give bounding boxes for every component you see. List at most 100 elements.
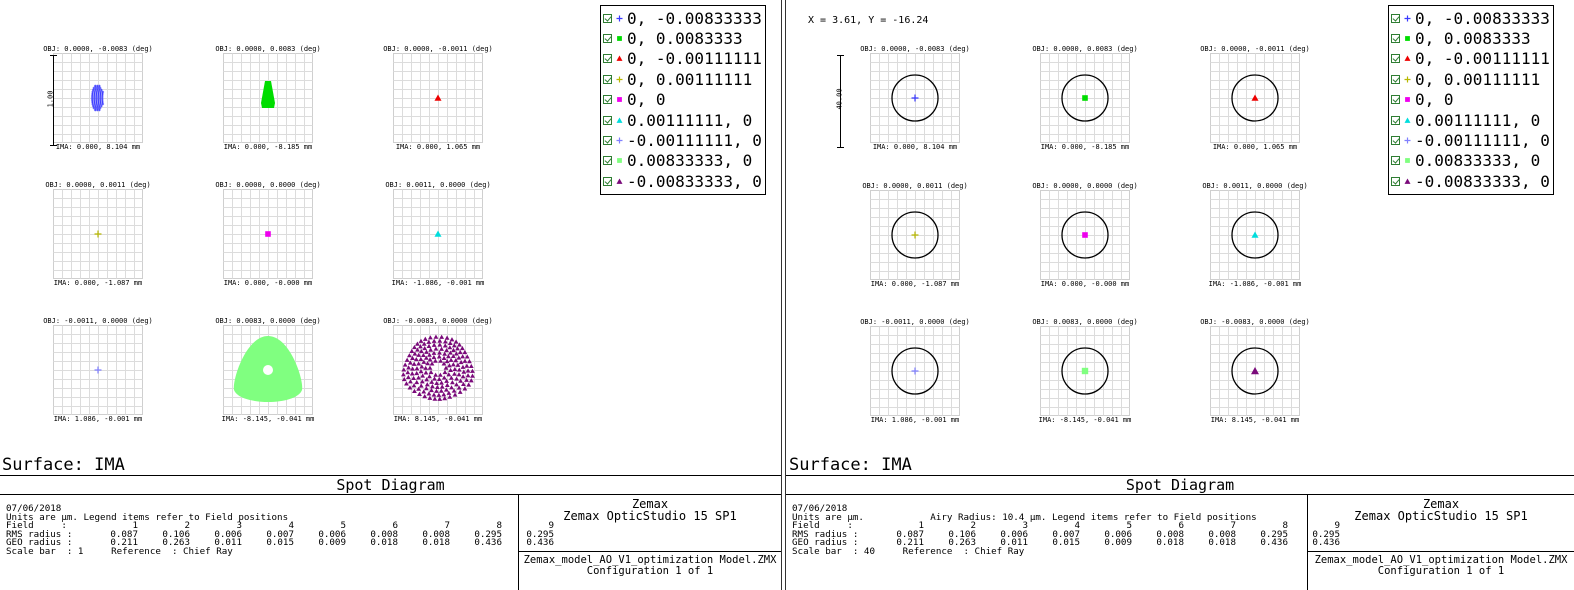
spot-cell: OBJ: -0.0083, 0.0000 (deg) IMA: 8.145, -0…: [1170, 318, 1340, 448]
legend-symbol-icon: [1403, 54, 1412, 63]
legend-checkbox-icon[interactable]: [1391, 74, 1400, 84]
ima-label: IMA: 1.086, -0.001 mm: [870, 416, 960, 424]
spot-plot: [1040, 190, 1130, 280]
legend-item[interactable]: 0, 0.0083333: [603, 28, 762, 48]
spot-plot: [1040, 326, 1130, 416]
ima-label: IMA: 0.000, -8.185 mm: [1040, 143, 1130, 151]
legend-checkbox-icon[interactable]: [603, 13, 612, 23]
legend-item[interactable]: 0.00833333, 0: [603, 151, 762, 171]
legend-symbol-icon: [615, 177, 624, 186]
legend-checkbox-icon[interactable]: [1391, 13, 1400, 23]
legend-item[interactable]: 0, -0.00833333: [603, 8, 762, 28]
square-icon: [617, 36, 622, 41]
spot-plot: [53, 53, 143, 143]
legend-checkbox-icon[interactable]: [603, 156, 612, 166]
ima-label: IMA: -8.145, -0.041 mm: [1038, 416, 1132, 424]
rms-radius-row-value: 0.295: [1260, 528, 1288, 540]
legend-checkbox-icon[interactable]: [1391, 115, 1400, 125]
spot-diagram-window-right: X = 3.61, Y = -16.24 OBJ: 0.0000, -0.0083…: [786, 0, 1574, 590]
spot-rays: [261, 81, 275, 108]
legend-item[interactable]: 0, 0.00111111: [603, 69, 762, 89]
legend-label: 0, -0.00833333: [1415, 8, 1550, 28]
legend-checkbox-icon[interactable]: [1391, 95, 1400, 105]
spot-marker: [434, 230, 442, 237]
legend-checkbox-icon[interactable]: [1391, 54, 1400, 64]
legend-checkbox-icon[interactable]: [603, 95, 612, 105]
rms-radius-row: RMS radius : 0.087 0.106 0.006 0.007 0.006 0.0…: [6, 528, 554, 540]
spot-marker: [94, 366, 102, 374]
legend-label: -0.00111111, 0: [1415, 131, 1550, 151]
spot-plot: [223, 53, 313, 143]
geo-radius-row-value: 0.436: [526, 537, 554, 549]
ima-label: IMA: 0.000, 1.065 mm: [395, 143, 481, 151]
airy-disk-circle: [1231, 74, 1279, 122]
product-name: Zemax OpticStudio 15 SP1: [1354, 509, 1528, 523]
legend-checkbox-icon[interactable]: [1391, 156, 1400, 166]
brand-box: Zemax Zemax OpticStudio 15 SP1 Zemax_model…: [1307, 495, 1574, 590]
field-row-value: 4: [288, 520, 294, 532]
legend-item[interactable]: 0, 0: [1391, 90, 1550, 110]
obj-label: OBJ: 0.0000, -0.0083 (deg): [860, 45, 970, 53]
spot-rays: [90, 84, 105, 112]
rms-radius-row-value: 0.006: [1000, 528, 1028, 540]
legend-checkbox-icon[interactable]: [603, 74, 612, 84]
legend-item[interactable]: 0, -0.00111111: [1391, 49, 1550, 69]
legend-label: 0, -0.00111111: [1415, 49, 1550, 69]
legend-checkbox-icon[interactable]: [603, 115, 612, 125]
spot-cell: OBJ: 0.0083, 0.0000 (deg) IMA: -8.145, -0…: [1000, 318, 1170, 448]
legend-item[interactable]: 0, 0.00111111: [1391, 69, 1550, 89]
legend-checkbox-icon[interactable]: [1391, 176, 1400, 186]
spot-plot: [1040, 53, 1130, 143]
legend-label: 0.00833333, 0: [627, 151, 753, 171]
geo-radius-row-value: 0.018: [1208, 537, 1236, 549]
geo-radius-row-value: 0.011: [214, 537, 242, 549]
legend-item[interactable]: 0.00111111, 0: [603, 110, 762, 130]
spot-plot: [870, 190, 960, 280]
field-row-value: 6: [1178, 520, 1184, 532]
obj-label: OBJ: 0.0083, 0.0000 (deg): [1032, 318, 1138, 326]
legend-item[interactable]: 0, -0.00111111: [603, 49, 762, 69]
legend-label: 0.00111111, 0: [627, 110, 753, 130]
legend-checkbox-icon[interactable]: [1391, 34, 1400, 44]
obj-label: OBJ: -0.0083, 0.0000 (deg): [1200, 318, 1310, 326]
legend-checkbox-icon[interactable]: [603, 54, 612, 64]
legend-symbol-icon: [1403, 95, 1412, 104]
scale-bar-label: 1.00: [46, 90, 55, 108]
legend-checkbox-icon[interactable]: [603, 34, 612, 44]
legend-checkbox-icon[interactable]: [603, 136, 612, 146]
legend-item[interactable]: -0.00833333, 0: [603, 171, 762, 191]
plus-icon: [616, 76, 623, 83]
legend-symbol-icon: [1403, 156, 1412, 165]
square-icon: [617, 97, 622, 103]
square-icon: [1405, 36, 1410, 41]
legend-item[interactable]: 0, -0.00833333: [1391, 8, 1550, 28]
legend-item[interactable]: -0.00111111, 0: [1391, 130, 1550, 150]
window-divider[interactable]: [781, 0, 786, 590]
geo-radius-row-value: 0.436: [1260, 537, 1288, 549]
spot-cell: OBJ: -0.0011, 0.0000 (deg) IMA: 1.086, -0…: [13, 317, 183, 447]
legend-item[interactable]: 0.00833333, 0: [1391, 151, 1550, 171]
analysis-footer: Spot Diagram 07/06/2018 Units are µm. Airy…: [786, 475, 1574, 590]
spot-cell: OBJ: 0.0000, -0.0083 (deg) IMA: 0.000, 8.…: [830, 45, 1000, 175]
legend-label: 0, 0.00111111: [627, 69, 753, 89]
legend-checkbox-icon[interactable]: [603, 176, 612, 186]
legend-item[interactable]: 0.00111111, 0: [1391, 110, 1550, 130]
rms-radius-row-value: 0.007: [266, 528, 294, 540]
brand-name: Zemax: [1422, 497, 1460, 511]
spot-plot: [393, 53, 483, 143]
spot-rays: [265, 231, 271, 237]
ima-label: IMA: -1.086, -0.001 mm: [1208, 280, 1302, 288]
legend-label: -0.00833333, 0: [627, 171, 762, 191]
spot-plot: [53, 325, 143, 415]
obj-label: OBJ: -0.0011, 0.0000 (deg): [860, 318, 970, 326]
legend-item[interactable]: 0, 0: [603, 90, 762, 110]
legend-item[interactable]: -0.00833333, 0: [1391, 171, 1550, 191]
geo-radius-row-value: 0.018: [422, 537, 450, 549]
legend-item[interactable]: -0.00111111, 0: [603, 130, 762, 150]
legend-item[interactable]: 0, 0.0083333: [1391, 28, 1550, 48]
cursor-coordinates: X = 3.61, Y = -16.24: [808, 15, 929, 26]
legend-label: 0, 0: [1415, 90, 1454, 110]
date-text: 07/06/2018: [6, 503, 62, 514]
ima-label: IMA: 0.000, -0.000 mm: [1040, 280, 1130, 288]
legend-checkbox-icon[interactable]: [1391, 136, 1400, 146]
